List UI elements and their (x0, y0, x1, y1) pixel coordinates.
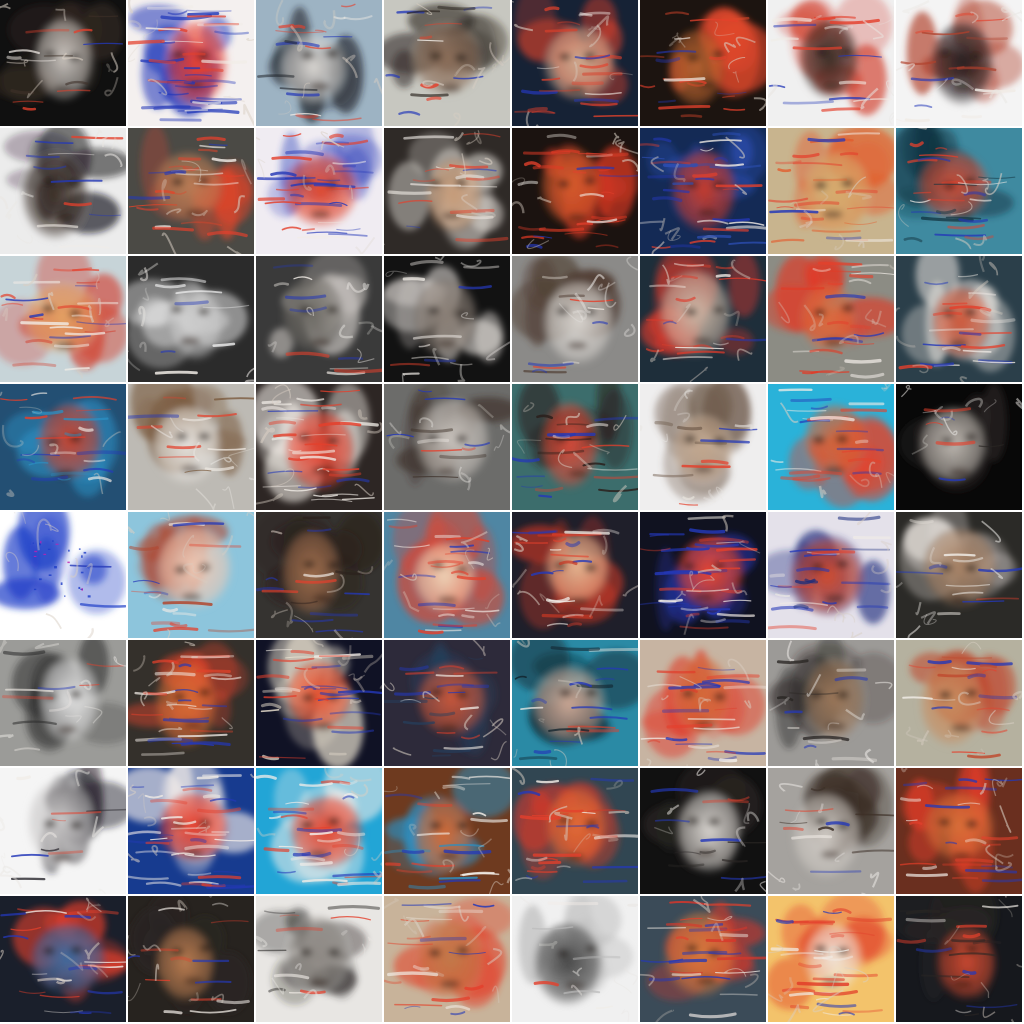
sample-tile (512, 0, 638, 126)
sample-tile (512, 512, 638, 638)
sample-tile (128, 0, 254, 126)
sample-tile (896, 0, 1022, 126)
sample-tile (0, 768, 126, 894)
sample-tile (896, 512, 1022, 638)
sample-tile (640, 768, 766, 894)
sample-tile (640, 896, 766, 1022)
sample-tile (640, 0, 766, 126)
sample-tile (0, 640, 126, 766)
sample-tile (768, 0, 894, 126)
sample-tile (384, 128, 510, 254)
sample-tile (384, 896, 510, 1022)
sample-tile (896, 256, 1022, 382)
sample-tile (384, 768, 510, 894)
sample-tile (0, 512, 126, 638)
sample-tile (512, 896, 638, 1022)
sample-tile (128, 768, 254, 894)
sample-tile (256, 384, 382, 510)
sample-tile (128, 256, 254, 382)
sample-tile (256, 896, 382, 1022)
sample-tile (256, 640, 382, 766)
sample-tile (640, 128, 766, 254)
sample-tile (0, 0, 126, 126)
sample-tile (896, 640, 1022, 766)
sample-tile (384, 640, 510, 766)
sample-tile (256, 128, 382, 254)
sample-tile (0, 128, 126, 254)
sample-tile (768, 896, 894, 1022)
sample-tile (512, 384, 638, 510)
sample-tile (0, 256, 126, 382)
sample-tile (512, 768, 638, 894)
sample-tile (128, 384, 254, 510)
sample-tile (768, 128, 894, 254)
sample-tile (512, 640, 638, 766)
sample-tile (128, 128, 254, 254)
sample-tile (384, 256, 510, 382)
sample-tile (0, 384, 126, 510)
sample-tile (384, 384, 510, 510)
sample-tile (896, 384, 1022, 510)
sample-tile (384, 0, 510, 126)
sample-tile (768, 640, 894, 766)
sample-tile (256, 768, 382, 894)
sample-tile (128, 512, 254, 638)
sample-tile (768, 256, 894, 382)
sample-tile (640, 512, 766, 638)
sample-tile (768, 768, 894, 894)
sample-tile (640, 256, 766, 382)
sample-tile (512, 256, 638, 382)
sample-tile (896, 768, 1022, 894)
sample-tile (384, 512, 510, 638)
sample-tile (128, 896, 254, 1022)
sample-tile (0, 896, 126, 1022)
sample-tile (256, 512, 382, 638)
sample-tile (640, 640, 766, 766)
sample-tile (768, 384, 894, 510)
sample-tile (896, 896, 1022, 1022)
sample-tile (256, 0, 382, 126)
sample-tile (896, 128, 1022, 254)
sample-tile (640, 384, 766, 510)
sample-tile (768, 512, 894, 638)
sample-tile (512, 128, 638, 254)
sample-tile (256, 256, 382, 382)
sample-tile (128, 640, 254, 766)
